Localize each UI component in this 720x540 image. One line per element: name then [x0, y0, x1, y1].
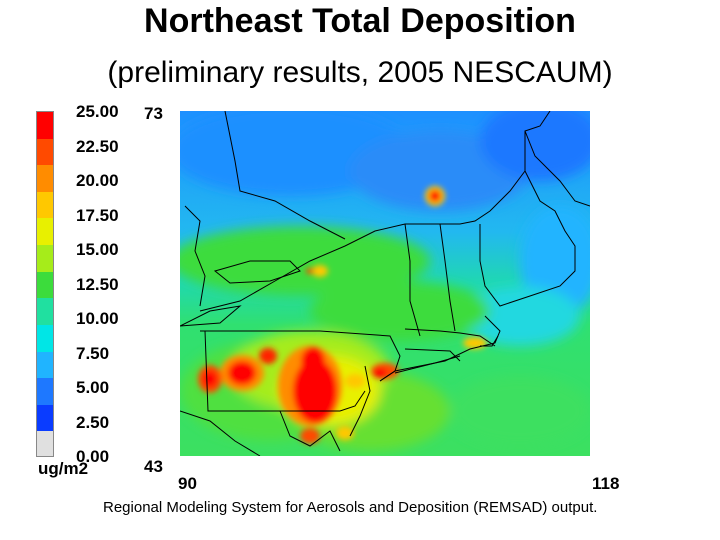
border-vermont	[404, 223, 421, 337]
color-swatch	[37, 165, 53, 193]
color-swatch	[37, 431, 53, 456]
border-maryland	[279, 410, 341, 452]
boundaries	[180, 111, 590, 456]
border-virginia	[180, 410, 261, 456]
border-us-canada	[199, 111, 551, 312]
color-swatch	[37, 378, 53, 406]
lake-ontario	[213, 260, 301, 284]
color-swatch	[37, 404, 53, 433]
color-scale-tick-label: 12.50	[76, 274, 119, 294]
color-scale-tick-label: 15.00	[76, 240, 119, 259]
border-northern	[184, 205, 206, 307]
cape-cod	[480, 335, 499, 347]
page-subtitle: (preliminary results, 2005 NESCAUM)	[107, 56, 613, 89]
unit-label: ug/m2	[38, 459, 89, 478]
grid-label-y-top: 73	[144, 104, 163, 123]
border-east-provinces	[524, 130, 590, 207]
page-title: Northeast Total Deposition	[144, 2, 576, 40]
coastline-atlantic	[379, 315, 501, 382]
border-new-jersey	[349, 365, 371, 437]
border-connecticut	[404, 348, 461, 362]
border-pennsylvania	[204, 330, 366, 412]
color-swatch	[37, 138, 53, 167]
border-new-hampshire	[439, 223, 456, 332]
color-swatch	[37, 245, 53, 273]
lake-erie	[180, 305, 242, 327]
color-scale-tick-label: 10.00	[76, 309, 119, 328]
border-massachusetts	[404, 328, 496, 347]
color-scale-tick-label: 7.50	[76, 343, 110, 363]
long-island	[394, 355, 461, 374]
border-maine	[479, 170, 576, 307]
color-scale-tick-label: 5.00	[76, 378, 110, 397]
grid-label-y-bottom: 43	[144, 457, 163, 476]
grid-label-x-right: 118	[592, 474, 620, 493]
color-scale-tick-label: 2.50	[76, 412, 110, 432]
color-swatch	[37, 351, 53, 380]
deposition-map	[180, 111, 590, 456]
color-scale-tick-label: 25.00	[76, 102, 119, 121]
color-swatch	[37, 218, 53, 247]
color-scale-bar	[36, 111, 54, 457]
color-swatch	[37, 324, 53, 353]
color-swatch	[37, 298, 53, 326]
grid-label-x-left: 90	[178, 474, 197, 493]
color-scale-tick-label: 22.50	[76, 136, 119, 156]
color-scale-tick-label: 0.00	[76, 447, 110, 466]
caption: Regional Modeling System for Aerosols an…	[103, 499, 598, 516]
hotspots	[198, 186, 487, 444]
color-scale-tick-label: 17.50	[76, 205, 119, 225]
color-swatch	[37, 191, 53, 220]
color-swatch	[37, 271, 53, 300]
color-swatch	[37, 112, 53, 140]
color-scale-tick-label: 20.00	[76, 171, 119, 190]
concentration-field	[180, 111, 590, 451]
border-quebec-ontario	[224, 111, 346, 240]
